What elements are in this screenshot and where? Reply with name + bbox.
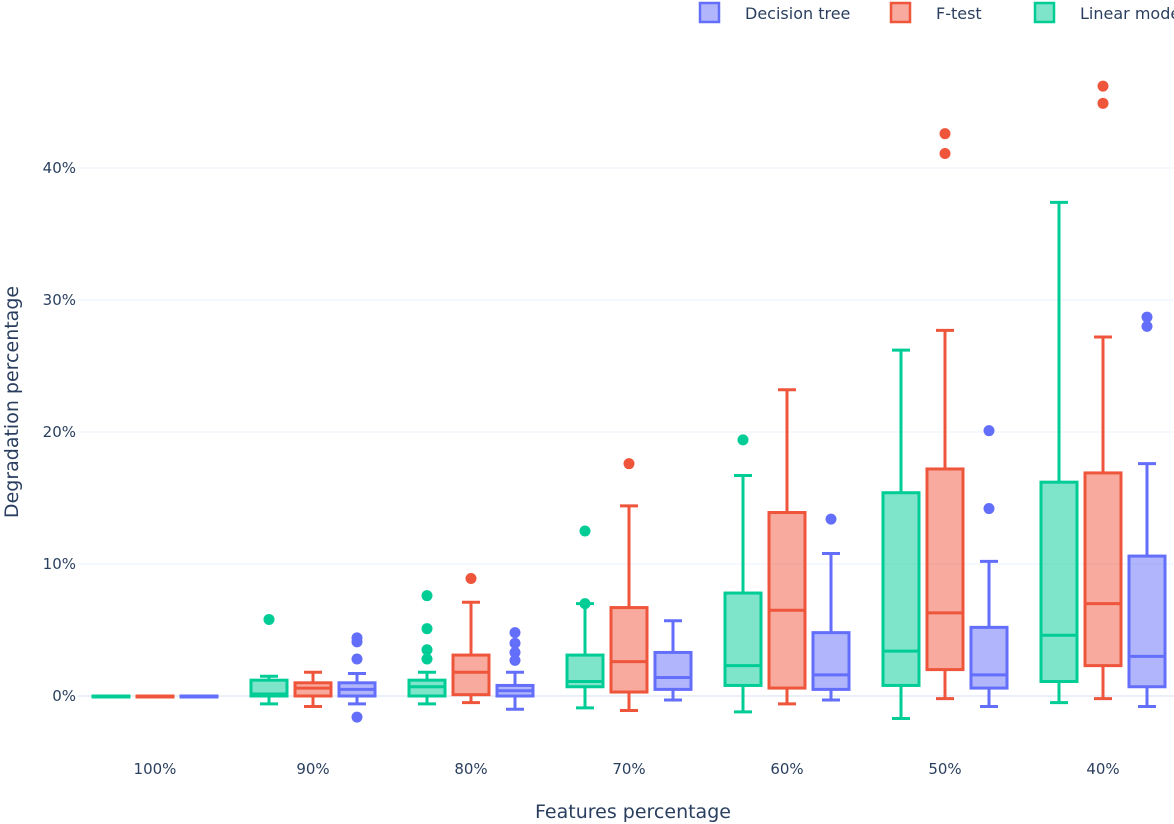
outlier-point	[825, 513, 837, 525]
outlier-point	[1141, 311, 1153, 323]
legend[interactable]: Decision tree F-test Linear model	[698, 1, 1174, 24]
outlier-point	[421, 623, 433, 635]
box	[653, 619, 693, 702]
box	[135, 694, 175, 699]
box-iqr	[1127, 554, 1167, 689]
box	[565, 525, 605, 710]
x-tick-label: 40%	[1086, 760, 1119, 778]
box	[969, 425, 1009, 709]
outlier-point	[579, 525, 591, 537]
legend-item-linear-model[interactable]: Linear model	[1033, 1, 1174, 24]
legend-label: Linear model	[1080, 4, 1174, 23]
outlier-point	[1141, 320, 1153, 332]
legend-swatch	[1033, 1, 1056, 24]
outlier-point	[509, 637, 521, 649]
x-tick-label: 80%	[454, 760, 487, 778]
box	[179, 694, 219, 699]
legend-swatch	[889, 1, 912, 24]
x-tick-label: 50%	[928, 760, 961, 778]
outlier-point	[579, 598, 591, 610]
box-iqr	[609, 606, 649, 694]
box-iqr	[723, 591, 763, 687]
box-iqr	[811, 631, 851, 691]
box	[407, 590, 447, 706]
y-tick-label: 30%	[43, 291, 76, 309]
x-tick-label: 60%	[770, 760, 803, 778]
y-tick-label: 20%	[43, 423, 76, 441]
box	[1039, 200, 1079, 705]
box-iqr	[767, 511, 807, 690]
series-linear-model	[91, 200, 1079, 720]
box-iqr	[653, 650, 693, 691]
outlier-point	[939, 128, 951, 140]
box-iqr	[451, 653, 491, 697]
outlier-point	[509, 646, 521, 658]
y-axis-ticks: 0% 10% 20% 30% 40%	[43, 159, 76, 705]
box	[91, 694, 131, 699]
outlier-point	[1097, 80, 1109, 92]
outlier-point	[351, 653, 363, 665]
box	[767, 388, 807, 706]
y-tick-label: 10%	[43, 555, 76, 573]
outlier-point	[465, 573, 477, 585]
legend-label: Decision tree	[745, 4, 850, 23]
outlier-point	[263, 613, 275, 625]
box	[1083, 80, 1123, 701]
outlier-point	[509, 627, 521, 639]
box	[451, 573, 491, 705]
outlier-point	[737, 434, 749, 446]
box-iqr	[249, 678, 289, 698]
box	[495, 627, 535, 711]
legend-swatch	[698, 1, 721, 24]
boxes	[91, 80, 1167, 723]
x-tick-label: 100%	[134, 760, 177, 778]
box-iqr	[925, 467, 965, 672]
box	[249, 613, 289, 706]
outlier-point	[351, 711, 363, 723]
outlier-point	[509, 654, 521, 666]
box	[1127, 311, 1167, 709]
box-iqr	[1039, 480, 1079, 683]
legend-item-decision-tree[interactable]: Decision tree	[698, 1, 850, 24]
y-tick-label: 40%	[43, 159, 76, 177]
outlier-point	[421, 590, 433, 602]
outlier-point	[351, 636, 363, 648]
series-decision-tree	[179, 311, 1167, 723]
box	[881, 348, 921, 720]
y-tick-label: 0%	[52, 687, 76, 705]
outlier-point	[421, 653, 433, 665]
outlier-point	[939, 147, 951, 159]
outlier-point	[623, 458, 635, 470]
outlier-point	[421, 644, 433, 656]
x-tick-label: 70%	[612, 760, 645, 778]
legend-item-f-test[interactable]: F-test	[889, 1, 982, 24]
x-tick-label: 90%	[296, 760, 329, 778]
legend-label: F-test	[936, 4, 982, 23]
outlier-point	[983, 503, 995, 515]
box	[925, 128, 965, 701]
box	[723, 434, 763, 714]
box	[293, 670, 333, 709]
outlier-point	[983, 425, 995, 437]
box	[609, 458, 649, 713]
x-axis-ticks: 100% 90% 80% 70% 60% 50% 40%	[134, 760, 1120, 778]
box	[337, 632, 377, 723]
y-axis-title: Degradation percentage	[1, 286, 23, 518]
box	[811, 513, 851, 702]
box-iqr	[969, 625, 1009, 690]
series-f-test	[135, 80, 1123, 713]
x-axis-title: Features percentage	[535, 801, 731, 823]
outlier-point	[1097, 97, 1109, 109]
box-iqr	[881, 491, 921, 687]
box-iqr	[1083, 471, 1123, 668]
